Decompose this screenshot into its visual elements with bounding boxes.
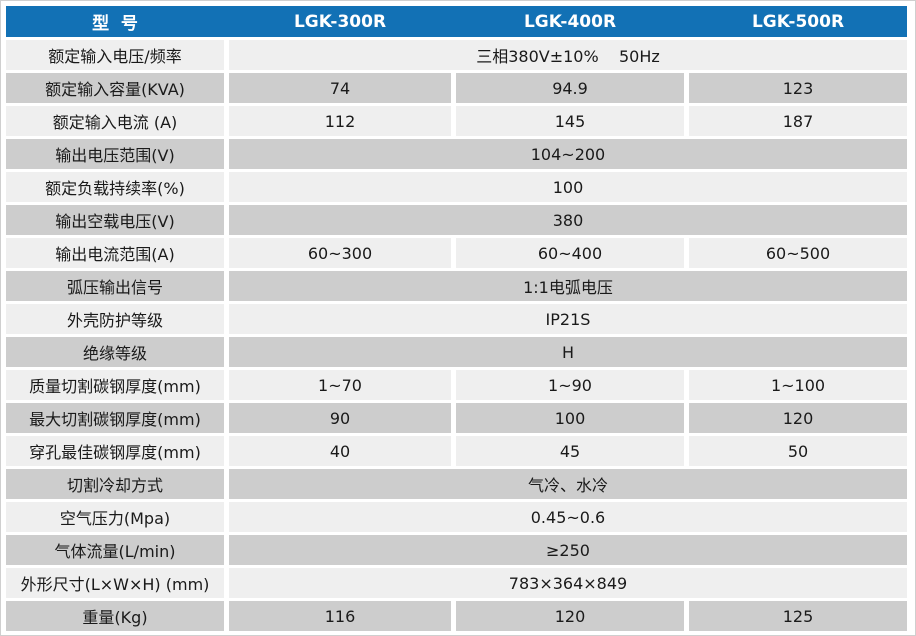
value-cell: 120 (456, 601, 684, 631)
row-label: 气体流量(L/min) (6, 535, 224, 565)
value-cell: 90 (229, 403, 451, 433)
value-cell: 123 (689, 73, 907, 103)
merged-value-cell: 100 (229, 172, 907, 202)
row-label: 输出电流范围(A) (6, 238, 224, 268)
merged-value-cell: IP21S (229, 304, 907, 334)
value-cell: 125 (689, 601, 907, 631)
table-header-row: 型 号 LGK-300R LGK-400R LGK-500R (6, 6, 907, 37)
value-cell: 120 (689, 403, 907, 433)
header-model-lgk300r: LGK-300R (293, 11, 387, 32)
header-model-lgk400r: LGK-400R (523, 11, 617, 32)
row-label: 空气压力(Mpa) (6, 502, 224, 532)
value-cell: 40 (229, 436, 451, 466)
value-cell: 60~500 (689, 238, 907, 268)
row-label: 输出电压范围(V) (6, 139, 224, 169)
merged-value-cell: 1:1电弧电压 (229, 271, 907, 301)
value-cell: 74 (229, 73, 451, 103)
row-label: 最大切割碳钢厚度(mm) (6, 403, 224, 433)
row-label: 外壳防护等级 (6, 304, 224, 334)
row-label: 绝缘等级 (6, 337, 224, 367)
value-cell: 1~100 (689, 370, 907, 400)
value-cell: 60~300 (229, 238, 451, 268)
value-cell: 112 (229, 106, 451, 136)
row-label: 额定负载持续率(%) (6, 172, 224, 202)
value-cell: 100 (456, 403, 684, 433)
value-cell: 1~70 (229, 370, 451, 400)
row-label: 重量(Kg) (6, 601, 224, 631)
row-label: 输出空载电压(V) (6, 205, 224, 235)
merged-value-cell: 0.45~0.6 (229, 502, 907, 532)
value-cell: 116 (229, 601, 451, 631)
header-model-label: 型 号 (92, 14, 138, 34)
row-label: 弧压输出信号 (6, 271, 224, 301)
value-cell: 60~400 (456, 238, 684, 268)
merged-value-cell: 三相380V±10% 50Hz (229, 40, 907, 70)
merged-value-cell: 气冷、水冷 (229, 469, 907, 499)
value-cell: 145 (456, 106, 684, 136)
row-label: 额定输入容量(KVA) (6, 73, 224, 103)
value-cell: 50 (689, 436, 907, 466)
header-model-lgk500r: LGK-500R (751, 11, 845, 32)
row-label: 额定输入电流 (A) (6, 106, 224, 136)
merged-value-cell: 783×364×849 (229, 568, 907, 598)
value-cell: 1~90 (456, 370, 684, 400)
row-label: 穿孔最佳碳钢厚度(mm) (6, 436, 224, 466)
merged-value-cell: 104~200 (229, 139, 907, 169)
row-label: 外形尺寸(L×W×H) (mm) (6, 568, 224, 598)
value-cell: 45 (456, 436, 684, 466)
merged-value-cell: ≥250 (229, 535, 907, 565)
merged-value-cell: 380 (229, 205, 907, 235)
value-cell: 94.9 (456, 73, 684, 103)
row-label: 切割冷却方式 (6, 469, 224, 499)
table-body: 额定输入电压/频率 三相380V±10% 50Hz 额定输入容量(KVA) 74 94.… (6, 40, 907, 631)
value-cell: 187 (689, 106, 907, 136)
row-label: 质量切割碳钢厚度(mm) (6, 370, 224, 400)
merged-value-cell: H (229, 337, 907, 367)
row-label: 额定输入电压/频率 (6, 40, 224, 70)
